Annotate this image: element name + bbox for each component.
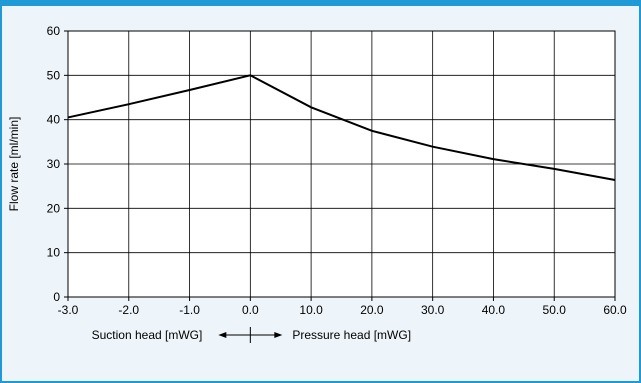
y-tick-label: 60 bbox=[47, 24, 61, 38]
y-axis-label: Flow rate [ml/min] bbox=[7, 117, 21, 212]
x-tick-label: -3.0 bbox=[58, 303, 79, 317]
x-tick-label: -2.0 bbox=[118, 303, 139, 317]
x-tick-label: -1.0 bbox=[179, 303, 200, 317]
x-tick-label: 10.0 bbox=[299, 303, 323, 317]
x-tick-label: 50.0 bbox=[543, 303, 567, 317]
suction-head-label: Suction head [mWG] bbox=[92, 328, 203, 342]
y-tick-label: 30 bbox=[47, 157, 61, 171]
double-arrow-icon bbox=[218, 327, 282, 343]
x-tick-label: 40.0 bbox=[482, 303, 506, 317]
x-tick-label: 30.0 bbox=[421, 303, 445, 317]
x-tick-label: 60.0 bbox=[603, 303, 627, 317]
y-tick-label: 20 bbox=[47, 201, 61, 215]
pressure-head-label: Pressure head [mWG] bbox=[292, 328, 411, 342]
y-tick-label: 0 bbox=[53, 290, 60, 304]
x-tick-label: 0.0 bbox=[242, 303, 259, 317]
x-tick-label: 20.0 bbox=[360, 303, 384, 317]
y-tick-label: 50 bbox=[47, 68, 61, 82]
flow-rate-chart: -3.0 -2.0 -1.0 0.0 10.0 20.0 30.0 40.0 50.0 60.0 0… bbox=[2, 6, 639, 383]
y-tick-label: 40 bbox=[47, 113, 61, 127]
y-tick-label: 10 bbox=[47, 246, 61, 260]
